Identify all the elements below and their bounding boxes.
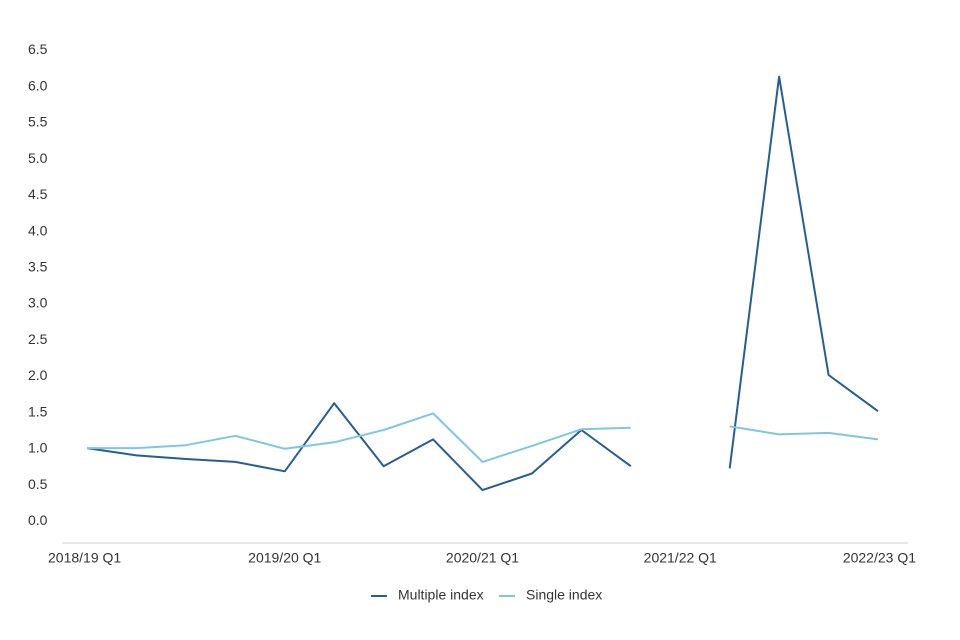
legend-label: Single index [526, 587, 602, 603]
legend-label: Multiple index [398, 587, 484, 603]
data-line [86, 75, 879, 492]
y-tick-label: 6.0 [28, 77, 48, 93]
y-tick-label: 3.0 [28, 295, 48, 311]
y-tick-label: 0.0 [28, 512, 48, 528]
y-tick-label: 4.5 [28, 186, 48, 202]
y-tick-label: 1.5 [28, 403, 48, 419]
x-tick-label: 2022/23 Q1 [843, 550, 916, 566]
x-tick-label: 2021/22 Q1 [644, 550, 717, 566]
x-tick-label: 2019/20 Q1 [248, 550, 321, 566]
y-tick-label: 5.5 [28, 114, 48, 130]
y-tick-label: 6.5 [28, 41, 48, 57]
data-line [87, 412, 879, 463]
x-tick-label: 2020/21 Q1 [446, 550, 519, 566]
y-tick-label: 4.0 [28, 222, 48, 238]
y-tick-label: 2.0 [28, 367, 48, 383]
x-tick-label: 2018/19 Q1 [48, 550, 121, 566]
y-tick-label: 5.0 [28, 150, 48, 166]
y-tick-label: 1.0 [28, 440, 48, 456]
y-tick-label: 2.5 [28, 331, 48, 347]
y-tick-label: 3.5 [28, 258, 48, 274]
y-tick-label: 0.5 [28, 476, 48, 492]
